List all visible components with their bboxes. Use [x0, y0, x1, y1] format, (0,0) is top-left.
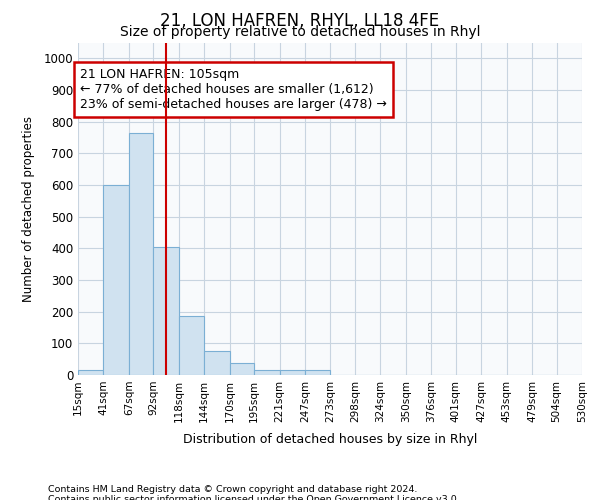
- Bar: [103, 185, 129, 375]
- Bar: [78, 370, 103, 375]
- Bar: [230, 363, 254, 375]
- Bar: [254, 370, 280, 375]
- Text: 21 LON HAFREN: 105sqm
← 77% of detached houses are smaller (1,612)
23% of semi-d: 21 LON HAFREN: 105sqm ← 77% of detached …: [80, 68, 387, 111]
- X-axis label: Distribution of detached houses by size in Rhyl: Distribution of detached houses by size …: [183, 433, 477, 446]
- Text: 21, LON HAFREN, RHYL, LL18 4FE: 21, LON HAFREN, RHYL, LL18 4FE: [160, 12, 440, 30]
- Text: Size of property relative to detached houses in Rhyl: Size of property relative to detached ho…: [120, 25, 480, 39]
- Y-axis label: Number of detached properties: Number of detached properties: [22, 116, 35, 302]
- Bar: [204, 351, 230, 375]
- Bar: [154, 246, 179, 375]
- Bar: [305, 370, 331, 375]
- Bar: [280, 370, 305, 375]
- Bar: [179, 316, 204, 375]
- Bar: [129, 132, 154, 375]
- Text: Contains public sector information licensed under the Open Government Licence v3: Contains public sector information licen…: [48, 495, 460, 500]
- Text: Contains HM Land Registry data © Crown copyright and database right 2024.: Contains HM Land Registry data © Crown c…: [48, 485, 418, 494]
